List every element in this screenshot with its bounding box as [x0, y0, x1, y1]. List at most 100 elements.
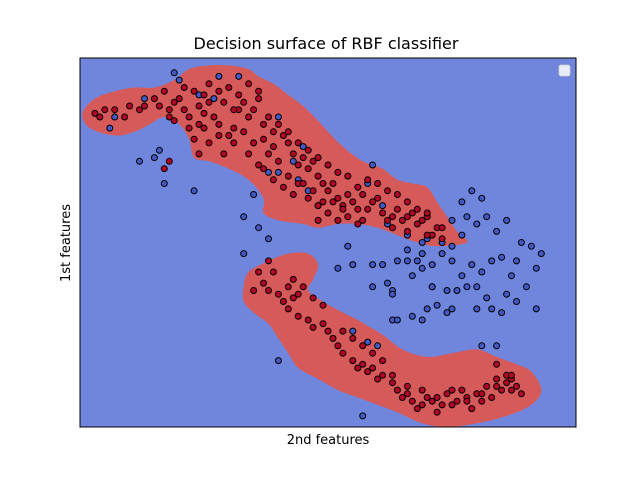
- data-point-class-1: [200, 109, 208, 117]
- data-point-class-1: [384, 216, 391, 224]
- data-point-class-0: [190, 187, 198, 195]
- data-point-class-0: [428, 261, 436, 269]
- data-point-class-1: [299, 180, 307, 187]
- data-point-class-1: [324, 327, 332, 335]
- data-point-class-1: [250, 139, 258, 147]
- data-point-class-1: [289, 294, 297, 302]
- data-point-class-0: [369, 261, 377, 269]
- data-point-class-1: [413, 205, 421, 213]
- data-point-class-1: [215, 87, 223, 95]
- data-point-class-0: [488, 257, 496, 265]
- data-point-class-1: [393, 205, 401, 213]
- data-point-class-0: [488, 305, 496, 313]
- data-point-class-1: [205, 98, 213, 106]
- data-point-class-1: [334, 168, 342, 176]
- data-point-class-1: [393, 386, 401, 394]
- data-point-class-1: [403, 227, 411, 235]
- data-point-class-0: [448, 305, 456, 313]
- data-point-class-1: [403, 213, 411, 221]
- data-point-class-1: [126, 102, 134, 110]
- data-point-class-1: [334, 216, 342, 224]
- data-point-class-1: [369, 198, 377, 206]
- data-point-class-0: [463, 283, 471, 291]
- data-point-class-1: [324, 161, 332, 169]
- data-point-class-0: [483, 213, 491, 221]
- data-point-class-1: [299, 283, 307, 291]
- data-point-class-1: [403, 382, 411, 390]
- data-point-class-1: [220, 150, 228, 158]
- plot-frame: [79, 57, 577, 428]
- data-point-class-1: [458, 386, 466, 394]
- data-point-class-1: [260, 135, 267, 143]
- data-point-class-1: [339, 349, 347, 357]
- data-point-class-1: [141, 102, 148, 110]
- data-point-class-0: [175, 76, 183, 84]
- data-point-class-0: [403, 246, 411, 254]
- data-point-class-1: [329, 334, 337, 342]
- data-point-class-1: [289, 275, 297, 283]
- data-point-class-1: [359, 216, 367, 224]
- data-point-class-1: [334, 342, 342, 350]
- data-point-class-1: [225, 132, 233, 139]
- data-point-class-0: [473, 305, 481, 313]
- data-point-class-1: [374, 375, 382, 383]
- data-point-class-1: [324, 209, 332, 217]
- data-point-class-0: [265, 168, 272, 176]
- data-point-class-0: [537, 250, 545, 258]
- data-point-class-1: [408, 209, 416, 217]
- data-point-class-0: [334, 264, 342, 272]
- data-point-class-1: [294, 139, 302, 147]
- data-point-class-1: [180, 106, 188, 114]
- data-point-class-0: [513, 298, 520, 305]
- data-point-class-1: [265, 150, 272, 158]
- data-point-class-1: [165, 106, 173, 114]
- data-point-class-1: [468, 405, 476, 413]
- data-point-class-1: [205, 80, 213, 88]
- data-point-class-1: [379, 209, 387, 217]
- data-point-class-1: [225, 84, 233, 91]
- data-point-class-1: [344, 191, 352, 198]
- data-point-class-1: [329, 180, 337, 187]
- data-point-class-1: [359, 342, 367, 350]
- data-point-class-0: [473, 283, 481, 291]
- data-point-class-1: [408, 397, 416, 405]
- data-point-class-1: [265, 287, 272, 294]
- data-point-class-1: [488, 394, 496, 401]
- data-point-class-1: [398, 216, 406, 224]
- data-point-class-1: [438, 224, 446, 232]
- data-point-class-1: [294, 312, 302, 320]
- data-point-class-1: [195, 150, 203, 158]
- data-point-class-1: [235, 91, 243, 99]
- data-point-class-1: [339, 327, 347, 335]
- data-point-class-0: [443, 309, 451, 317]
- data-point-class-0: [111, 113, 119, 121]
- data-point-class-0: [418, 316, 426, 324]
- data-point-class-0: [408, 312, 416, 320]
- data-point-class-1: [255, 95, 263, 103]
- data-point-class-1: [463, 397, 471, 405]
- data-point-class-0: [503, 290, 511, 298]
- data-point-class-1: [418, 401, 426, 409]
- data-point-class-0: [240, 250, 248, 258]
- data-point-class-0: [349, 261, 357, 269]
- data-point-class-1: [389, 213, 396, 221]
- data-point-class-1: [274, 157, 282, 165]
- data-point-class-0: [274, 168, 282, 176]
- data-point-class-1: [274, 290, 282, 298]
- data-point-class-1: [379, 371, 387, 379]
- data-point-class-0: [289, 157, 297, 165]
- data-point-class-1: [200, 124, 208, 132]
- data-point-class-1: [364, 176, 372, 184]
- data-point-class-1: [279, 298, 287, 305]
- data-point-class-1: [250, 106, 258, 114]
- data-point-class-0: [443, 287, 451, 294]
- data-point-class-1: [324, 187, 332, 195]
- data-point-class-1: [150, 95, 158, 103]
- data-point-class-0: [274, 357, 282, 365]
- data-point-class-1: [96, 113, 104, 121]
- data-point-class-1: [165, 157, 173, 165]
- data-point-class-1: [517, 390, 525, 398]
- data-point-class-0: [418, 250, 426, 258]
- data-point-class-1: [453, 397, 461, 405]
- data-point-class-1: [423, 209, 431, 217]
